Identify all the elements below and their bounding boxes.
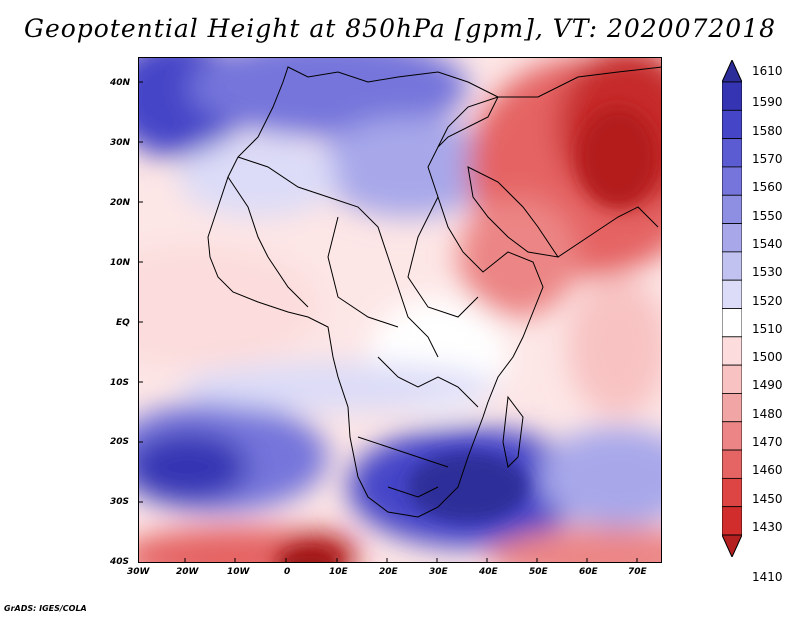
lon-label: 70E xyxy=(628,567,647,577)
plot-title: Geopotential Height at 850hPa [gpm], VT:… xyxy=(23,14,777,43)
colorbar-swatch xyxy=(722,194,742,224)
geopotential-field xyxy=(138,57,662,563)
colorbar-swatch xyxy=(722,279,742,309)
field-detail xyxy=(278,107,658,563)
colorbar-level-label: 1520 xyxy=(752,293,783,308)
colorbar-level-label: 1570 xyxy=(752,151,783,166)
lon-label: 10E xyxy=(329,567,348,577)
colorbar-swatch xyxy=(722,166,742,196)
colorbar-swatch xyxy=(722,364,742,394)
colorbar-swatch xyxy=(722,336,742,366)
lon-label: 40E xyxy=(479,567,498,577)
lat-label: EQ xyxy=(116,318,130,328)
colorbar-level-label: 1510 xyxy=(752,321,783,336)
map-frame xyxy=(138,57,662,563)
lon-label: 0 xyxy=(284,567,291,577)
lat-label: 20S xyxy=(110,437,130,447)
lon-label: 30W xyxy=(127,567,150,577)
lat-label: 20N xyxy=(110,198,131,208)
lon-label: 20W xyxy=(176,567,199,577)
colorbar-level-label: 1470 xyxy=(752,435,783,450)
colorbar-level-label: 1490 xyxy=(752,378,783,393)
lat-label: 30N xyxy=(110,138,131,148)
colorbar-level-label: 1430 xyxy=(752,520,783,534)
map-panel xyxy=(138,57,662,563)
colorbar-level-label: 1410 xyxy=(752,569,783,584)
colorbar-level-label: 1540 xyxy=(752,236,783,251)
colorbar-level-label: 1550 xyxy=(752,208,783,223)
lat-label: 10S xyxy=(110,378,130,388)
colorbar-level-label: 1530 xyxy=(752,265,783,280)
colorbar-level-label: 1560 xyxy=(752,180,783,195)
colorbar-level-label: 1450 xyxy=(752,491,783,506)
colorbar-top-arrow xyxy=(722,60,742,83)
colorbar-level-label: 1500 xyxy=(752,350,783,365)
colorbar-swatch xyxy=(722,393,742,423)
colorbar-swatch xyxy=(722,506,742,536)
colorbar-swatch xyxy=(722,251,742,281)
colorbar-bottom-arrow xyxy=(722,534,742,557)
colorbar-swatch xyxy=(722,421,742,451)
lon-label: 20E xyxy=(379,567,398,577)
colorbar-level-label: 1460 xyxy=(752,463,783,478)
colorbar-level-label: 1590 xyxy=(752,95,783,110)
lat-label: 10N xyxy=(110,258,131,268)
lat-label: 40N xyxy=(110,78,131,88)
coastlines xyxy=(207,66,662,518)
colorbar-swatch xyxy=(722,138,742,168)
colorbar-swatch xyxy=(722,223,742,253)
colorbar-level-label: 1480 xyxy=(752,406,783,421)
colorbar-swatch xyxy=(722,308,742,338)
colorbar-swatch xyxy=(722,81,742,111)
colorbar xyxy=(722,60,742,557)
axis-ticks xyxy=(138,81,638,563)
lat-label: 40S xyxy=(110,557,130,567)
colorbar-level-label: 1580 xyxy=(752,123,783,138)
colorbar-swatch xyxy=(722,477,742,508)
colorbar-level-label: 1610 xyxy=(752,64,783,78)
credit-text: GrADS: IGES/COLA xyxy=(4,604,87,613)
lon-label: 10W xyxy=(227,567,250,577)
lon-label: 60E xyxy=(579,567,598,577)
lon-label: 30E xyxy=(429,567,448,577)
lat-label: 30S xyxy=(110,497,130,507)
colorbar-swatch xyxy=(722,109,742,140)
colorbar-swatch xyxy=(722,449,742,479)
lon-label: 50E xyxy=(529,567,548,577)
